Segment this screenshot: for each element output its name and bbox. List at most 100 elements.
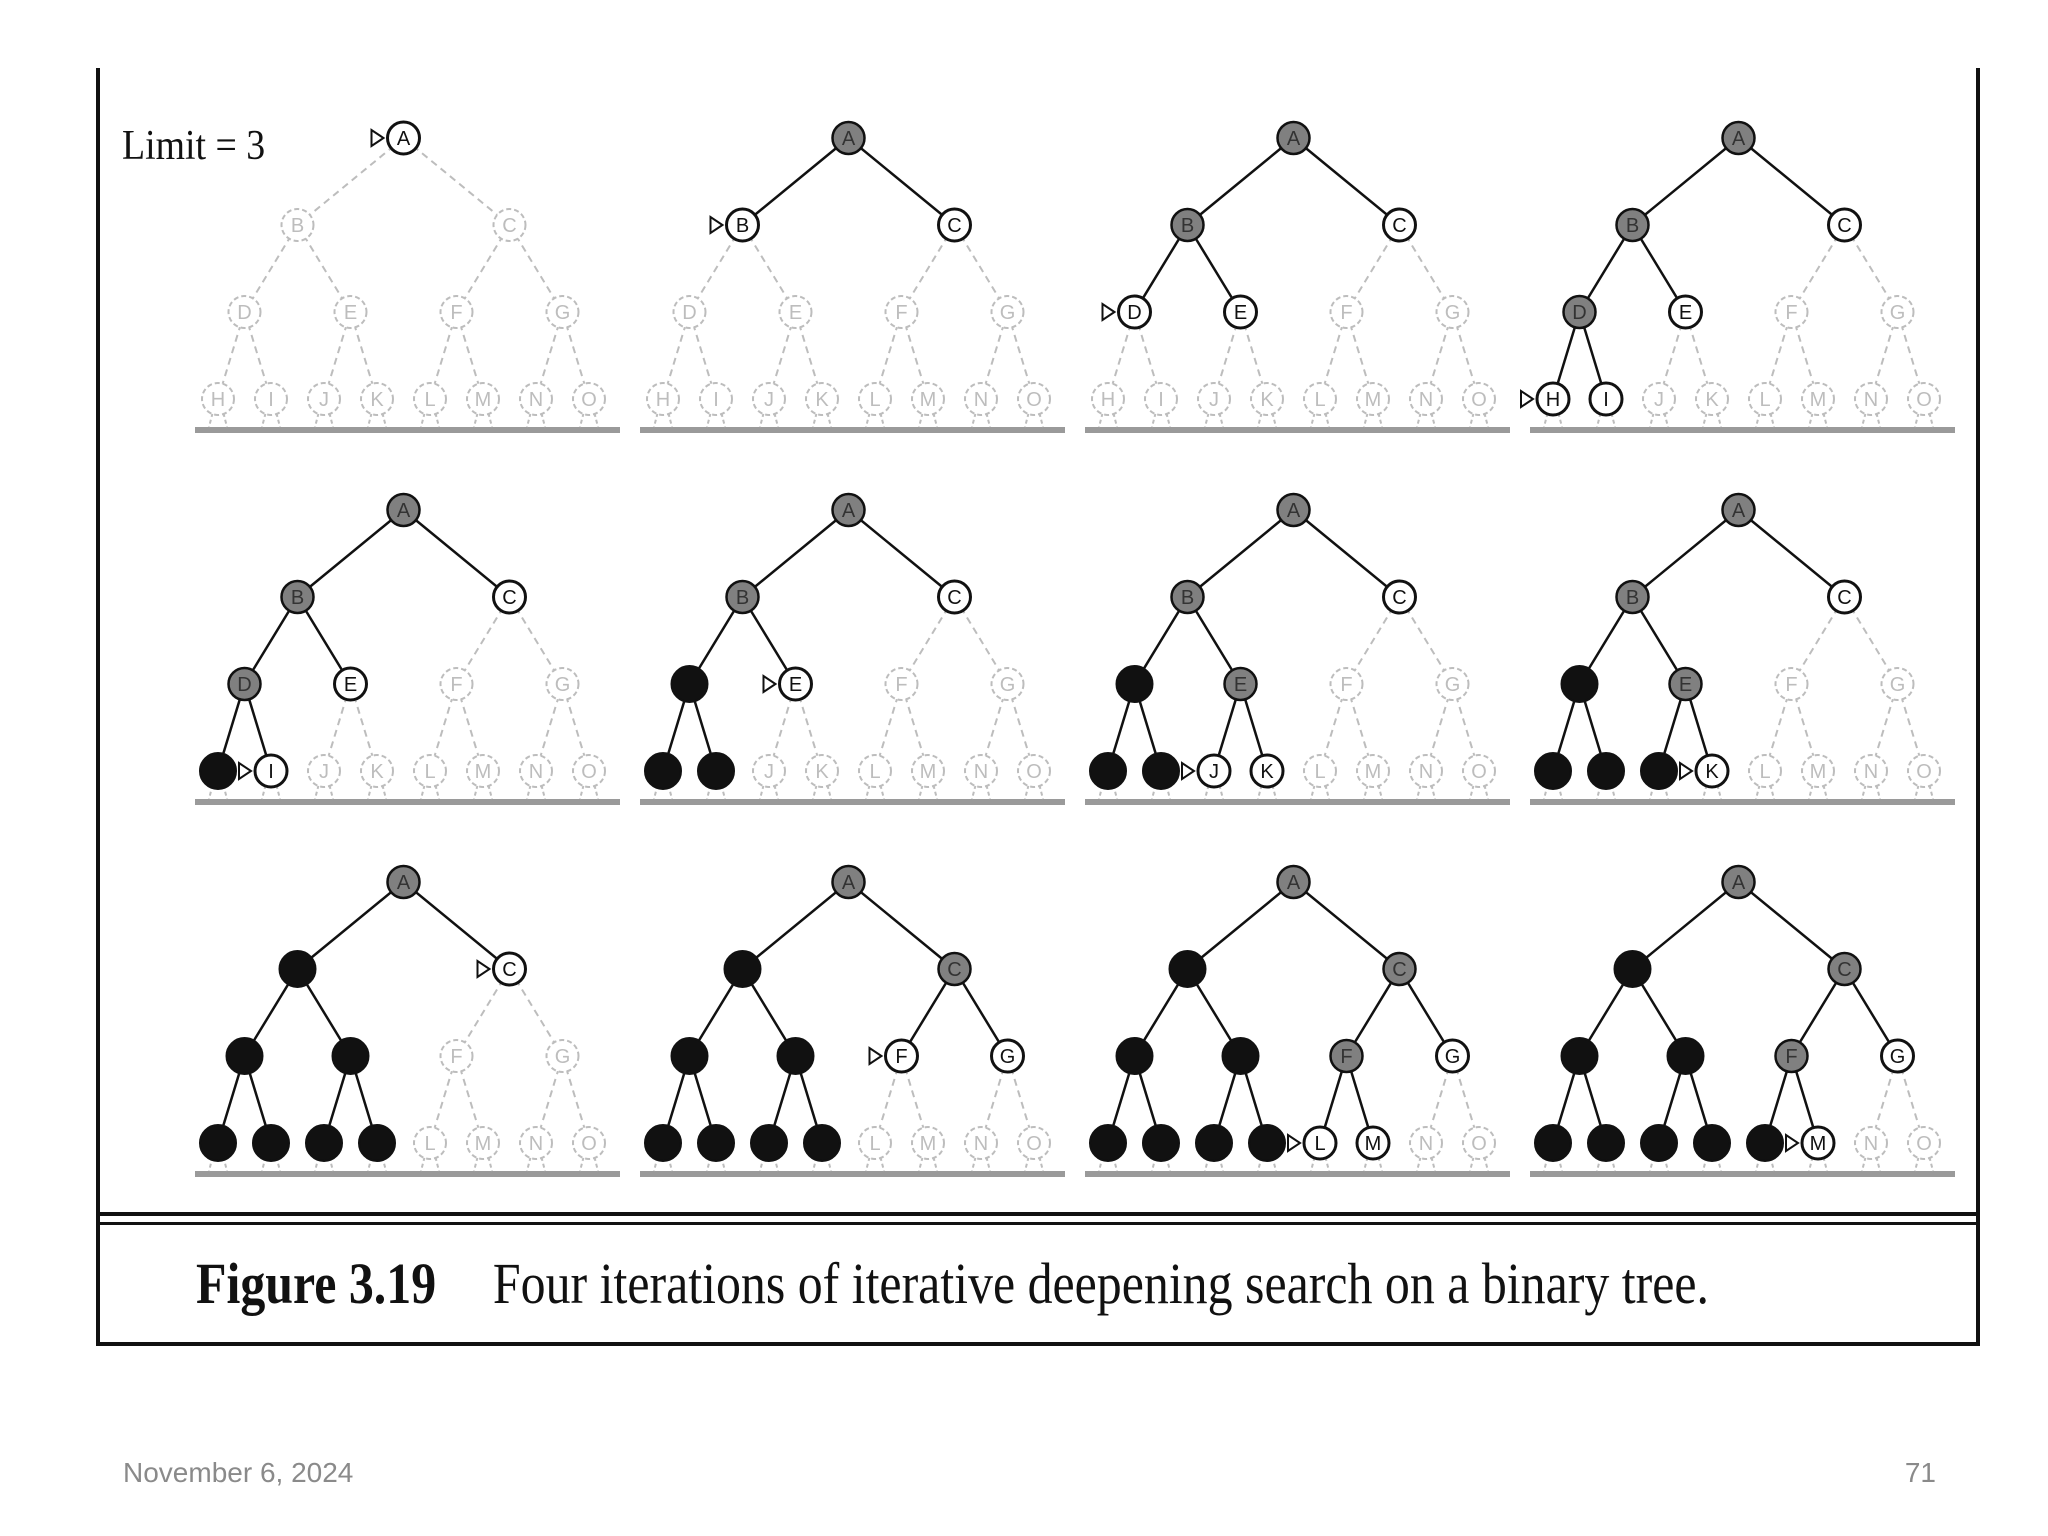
tree-edge-A-B xyxy=(1186,509,1295,598)
tree-node-A xyxy=(831,864,866,900)
tree-node-O xyxy=(572,754,606,788)
tree-node-E xyxy=(778,666,813,702)
tree-node-label-C: C xyxy=(1392,587,1406,609)
tree-node-H xyxy=(199,1124,237,1162)
leaf-stub xyxy=(381,784,387,800)
tree-node-label-G: G xyxy=(1890,302,1906,324)
tree-node-F xyxy=(439,295,474,329)
tree-node-label-A: A xyxy=(1732,500,1746,522)
tree-node-O xyxy=(1907,1126,1941,1160)
tree-node-label-F: F xyxy=(1785,674,1797,696)
tree-node-label-H: H xyxy=(1101,389,1115,411)
tree-node-I xyxy=(699,382,733,416)
leaf-stub xyxy=(1151,412,1157,428)
panel-baseline xyxy=(1085,1171,1510,1177)
tree-node-label-N: N xyxy=(1864,389,1878,411)
tree-node-L xyxy=(1303,382,1337,416)
tree-node-E xyxy=(776,1037,815,1075)
leaf-stub xyxy=(1769,784,1775,800)
tree-node-label-K: K xyxy=(370,389,384,411)
leaf-stub xyxy=(208,412,214,428)
tree-node-H xyxy=(644,1124,682,1162)
tree-node-label-H: H xyxy=(1546,389,1560,411)
leaf-stub xyxy=(420,784,426,800)
search-panel-10: A C F G L M N O xyxy=(640,864,1065,1177)
tree-node-N xyxy=(964,382,998,416)
tree-node-E xyxy=(778,295,813,329)
tree-node-G xyxy=(545,667,580,701)
tree-node-label-L: L xyxy=(869,1133,880,1155)
tree-node-F xyxy=(1329,1038,1364,1074)
tree-node-I xyxy=(697,1124,735,1162)
leaf-stub xyxy=(1702,412,1708,428)
tree-node-K xyxy=(803,1124,841,1162)
tree-node-C xyxy=(937,951,972,987)
leaf-stub xyxy=(579,1156,585,1172)
tree-edge-A-C xyxy=(1737,137,1846,226)
leaf-stub xyxy=(1165,412,1171,428)
tree-edge-A-B xyxy=(1186,137,1295,226)
leaf-stub xyxy=(1822,784,1828,800)
tree-node-label-J: J xyxy=(1209,761,1219,783)
leaf-stub xyxy=(1024,784,1030,800)
leaf-stub xyxy=(1430,412,1436,428)
tree-node-M xyxy=(911,382,945,416)
tree-node-label-O: O xyxy=(1916,389,1932,411)
leaf-stub xyxy=(1469,1156,1475,1172)
tree-node-label-N: N xyxy=(1419,1133,1433,1155)
tree-node-G xyxy=(1435,295,1470,329)
leaf-stub xyxy=(328,784,334,800)
tree-node-N xyxy=(1409,1126,1443,1160)
tree-node-B xyxy=(725,579,760,615)
tree-node-label-O: O xyxy=(1026,389,1042,411)
tree-node-label-F: F xyxy=(895,1046,907,1068)
tree-node-label-A: A xyxy=(1732,128,1746,150)
tree-node-F xyxy=(1774,667,1809,701)
tree-node-C xyxy=(492,951,527,987)
tree-node-H xyxy=(1091,382,1125,416)
leaf-stub xyxy=(593,1156,599,1172)
tree-node-N xyxy=(1854,382,1888,416)
leaf-stub xyxy=(1257,412,1263,428)
leaf-stub xyxy=(1483,1156,1489,1172)
tree-node-E xyxy=(1221,1037,1260,1075)
leaf-stub xyxy=(1861,784,1867,800)
tree-node-N xyxy=(1854,754,1888,788)
search-panel-9: A C F G L M N O xyxy=(195,864,620,1177)
leaf-stub xyxy=(526,412,532,428)
leaf-stub xyxy=(759,784,765,800)
leaf-stub xyxy=(1663,412,1669,428)
tree-node-label-M: M xyxy=(1365,1133,1382,1155)
tree-node-label-G: G xyxy=(1890,1046,1906,1068)
leaf-stub xyxy=(593,784,599,800)
tree-node-I xyxy=(1587,752,1625,790)
tree-node-O xyxy=(1462,754,1496,788)
tree-node-label-M: M xyxy=(1810,1133,1827,1155)
leaf-stub xyxy=(473,1156,479,1172)
caption-label: Figure 3.19 xyxy=(196,1251,437,1316)
tree-node-label-K: K xyxy=(1705,389,1719,411)
tree-node-G xyxy=(1435,1038,1470,1074)
caption-divider-bottom xyxy=(96,1222,1980,1225)
leaf-stub xyxy=(1416,412,1422,428)
tree-node-F xyxy=(884,667,919,701)
tree-node-N xyxy=(519,754,553,788)
leaf-stub xyxy=(653,412,659,428)
tree-node-M xyxy=(1355,1125,1391,1161)
leaf-stub xyxy=(487,784,493,800)
tree-node-H xyxy=(199,752,237,790)
tree-node-label-E: E xyxy=(1234,302,1247,324)
tree-node-I xyxy=(697,752,735,790)
tree-node-label-L: L xyxy=(424,1133,435,1155)
tree-node-label-F: F xyxy=(1785,302,1797,324)
leaf-stub xyxy=(706,412,712,428)
tree-node-J xyxy=(1197,382,1231,416)
leaf-stub xyxy=(667,412,673,428)
tree-edge-A-B xyxy=(296,137,405,226)
tree-node-label-O: O xyxy=(581,761,597,783)
leaf-stub xyxy=(1875,784,1881,800)
tree-node-O xyxy=(572,382,606,416)
tree-node-label-L: L xyxy=(1314,1133,1325,1155)
limit-label: Limit = 3 xyxy=(122,123,266,169)
